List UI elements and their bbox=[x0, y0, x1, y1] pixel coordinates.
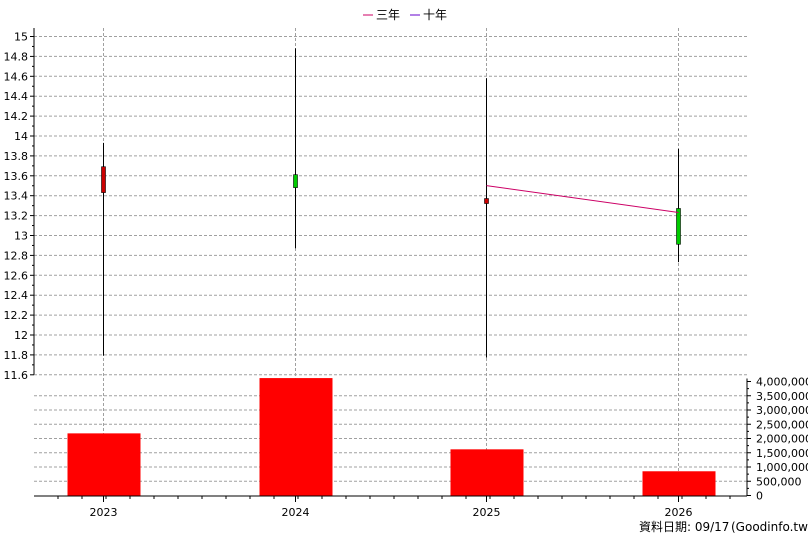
moving-average-lines bbox=[486, 185, 679, 213]
volume-tick-label: 2,000,000 bbox=[756, 433, 808, 446]
price-tick-label: 15 bbox=[14, 31, 28, 44]
price-tick-label: 13.4 bbox=[4, 190, 29, 203]
volume-tick-label: 3,500,000 bbox=[756, 390, 808, 403]
price-tick-label: 13 bbox=[14, 230, 28, 243]
volume-bar-2024 bbox=[259, 378, 333, 496]
price-tick-label: 13.2 bbox=[4, 210, 29, 223]
footer-date: 資料日期: 09/17 bbox=[639, 520, 729, 534]
candlesticks bbox=[101, 48, 681, 358]
price-tick-label: 12 bbox=[14, 329, 28, 342]
candle-body-2023 bbox=[101, 166, 106, 193]
volume-tick-label: 500,000 bbox=[756, 475, 802, 488]
price-tick-label: 14.8 bbox=[4, 50, 29, 63]
x-tick-label-2025: 2025 bbox=[473, 506, 501, 519]
price-tick-label: 14.6 bbox=[4, 70, 29, 83]
candle-body-2026 bbox=[676, 208, 681, 245]
legend-label-three-year: 三年 bbox=[376, 8, 400, 22]
volume-bar-2025 bbox=[450, 449, 524, 496]
legend: 三年 十年 bbox=[363, 8, 447, 22]
volume-tick-label: 1,500,000 bbox=[756, 447, 808, 460]
price-tick-label: 14 bbox=[14, 130, 28, 143]
volume-tick-label: 2,500,000 bbox=[756, 418, 808, 431]
candle-body-2024 bbox=[293, 174, 298, 188]
tick-labels: 15 14.8 14.6 14.4 14.2 14 13.8 13.6 13.4 13.2 13 12… bbox=[4, 31, 808, 520]
volume-tick-label: 4,000,000 bbox=[756, 376, 808, 389]
footer-source: (Goodinfo.tw) bbox=[731, 520, 808, 534]
price-tick-label: 13.8 bbox=[4, 150, 29, 163]
price-tick-label: 12.8 bbox=[4, 249, 29, 262]
volume-bar-2023 bbox=[67, 433, 141, 496]
price-tick-label: 12.4 bbox=[4, 289, 29, 302]
price-tick-label: 14.2 bbox=[4, 110, 29, 123]
volume-tick-label: 0 bbox=[756, 490, 763, 503]
ma-three-year-line bbox=[486, 185, 679, 213]
price-tick-label: 11.8 bbox=[4, 349, 29, 362]
axes bbox=[30, 28, 751, 502]
price-tick-label: 12.6 bbox=[4, 269, 29, 282]
price-tick-label: 12.2 bbox=[4, 309, 29, 322]
price-tick-label: 14.4 bbox=[4, 90, 29, 103]
grid bbox=[34, 28, 747, 496]
x-tick-label-2024: 2024 bbox=[282, 506, 310, 519]
volume-bars bbox=[67, 378, 716, 496]
volume-tick-label: 3,000,000 bbox=[756, 404, 808, 417]
x-tick-label-2026: 2026 bbox=[665, 506, 693, 519]
price-tick-label: 11.6 bbox=[4, 369, 29, 382]
volume-bar-2026 bbox=[642, 471, 716, 496]
candle-body-2025 bbox=[484, 198, 489, 204]
volume-tick-label: 1,000,000 bbox=[756, 461, 808, 474]
price-tick-label: 13.6 bbox=[4, 170, 29, 183]
x-tick-label-2023: 2023 bbox=[90, 506, 118, 519]
legend-label-ten-year: 十年 bbox=[423, 8, 447, 22]
